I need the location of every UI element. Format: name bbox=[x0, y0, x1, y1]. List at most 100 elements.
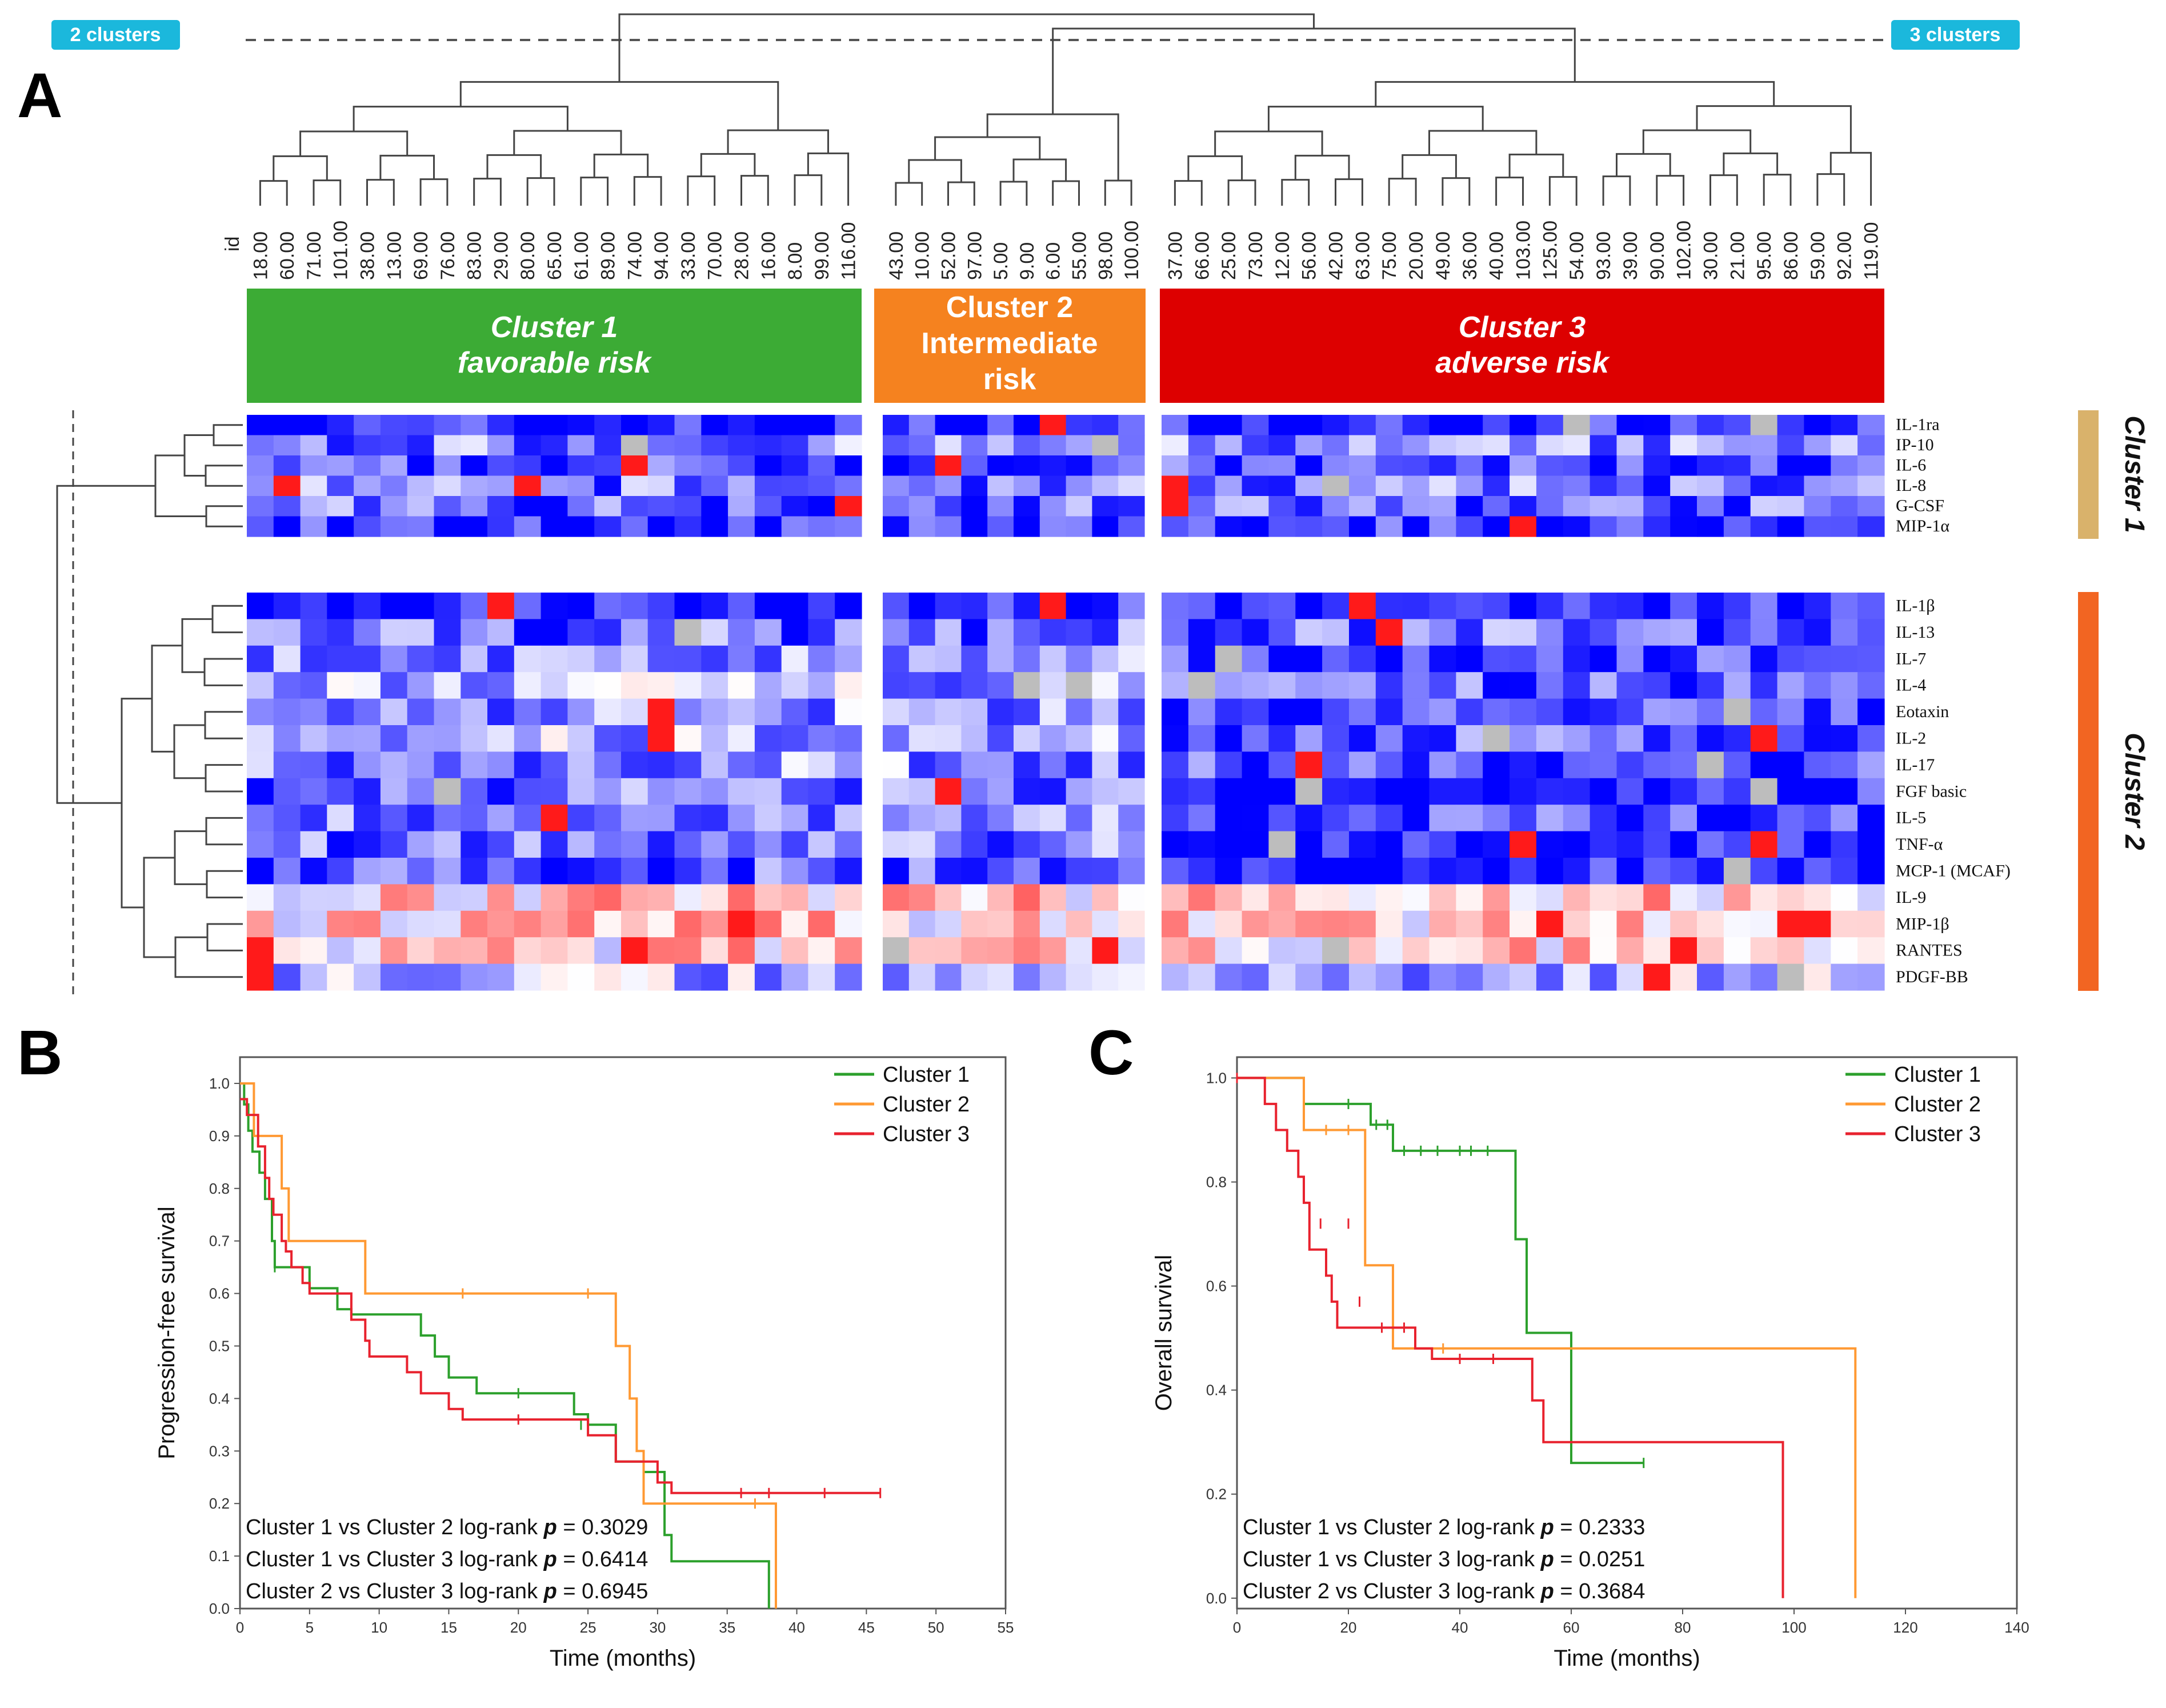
heatmap-cell bbox=[1456, 455, 1483, 477]
heatmap-cell bbox=[247, 698, 274, 726]
heatmap-cell bbox=[1670, 455, 1697, 477]
dendrogram-link bbox=[1174, 180, 1203, 206]
heatmap-cell bbox=[1616, 725, 1644, 752]
heatmap-cell bbox=[487, 858, 515, 885]
heatmap-cell bbox=[908, 645, 936, 673]
heatmap-cell bbox=[1536, 725, 1564, 752]
heatmap-cell bbox=[1118, 435, 1145, 456]
heatmap-cell bbox=[1039, 645, 1067, 673]
legend-label: Cluster 3 bbox=[1894, 1122, 1981, 1146]
heatmap-cell bbox=[1536, 593, 1564, 619]
heatmap-cell bbox=[1723, 516, 1751, 537]
heatmap-cell bbox=[728, 858, 755, 885]
heatmap-cell bbox=[1456, 496, 1483, 517]
heatmap-cell bbox=[1188, 910, 1216, 938]
heatmap-cell bbox=[1616, 778, 1644, 805]
heatmap-cell bbox=[1510, 496, 1537, 517]
heatmap-cell bbox=[380, 805, 408, 832]
dendrogram-link bbox=[618, 13, 1315, 82]
sample-id: 61.00 bbox=[571, 231, 592, 280]
heatmap-cell bbox=[883, 858, 910, 885]
heatmap-cell bbox=[1563, 475, 1591, 497]
heatmap-cell bbox=[1066, 455, 1092, 477]
heatmap-cell bbox=[701, 884, 728, 911]
heatmap-cell bbox=[1268, 884, 1296, 911]
heatmap-cell bbox=[1616, 619, 1644, 646]
heatmap-cell bbox=[1804, 672, 1831, 699]
heatmap-cell bbox=[1616, 963, 1644, 991]
heatmap-cell bbox=[1215, 516, 1243, 537]
heatmap-cell bbox=[247, 475, 274, 497]
heatmap-cell bbox=[1188, 435, 1216, 456]
heatmap-cell bbox=[273, 910, 301, 938]
heatmap-cell bbox=[935, 415, 962, 436]
heatmap-cell bbox=[487, 963, 515, 991]
heatmap-cell bbox=[781, 963, 809, 991]
heatmap-cell bbox=[1242, 593, 1270, 619]
heatmap-cell bbox=[273, 805, 301, 832]
heatmap-cell bbox=[1429, 619, 1456, 646]
heatmap-cell bbox=[701, 963, 728, 991]
heatmap-cell bbox=[594, 725, 622, 752]
heatmap-cell bbox=[701, 593, 728, 619]
heatmap-cell bbox=[1510, 910, 1537, 938]
heatmap-cell bbox=[407, 698, 435, 726]
heatmap-cell bbox=[1510, 751, 1537, 779]
p-value: = 0.0251 bbox=[1554, 1547, 1645, 1571]
heatmap-cell bbox=[1750, 963, 1778, 991]
heatmap-cell bbox=[1402, 858, 1430, 885]
heatmap-cell bbox=[1349, 858, 1376, 885]
heatmap-cell bbox=[1188, 884, 1216, 911]
heatmap-cell bbox=[754, 415, 782, 436]
heatmap-cell bbox=[1616, 831, 1644, 858]
heatmap-cell bbox=[781, 593, 809, 619]
heatmap-cell bbox=[883, 778, 910, 805]
heatmap-cell bbox=[647, 672, 675, 699]
heatmap-cell bbox=[728, 455, 755, 477]
heatmap-cell bbox=[1402, 937, 1430, 965]
heatmap-cell bbox=[808, 751, 835, 779]
heatmap-cell bbox=[1295, 672, 1323, 699]
heatmap-cell bbox=[1039, 496, 1067, 517]
x-tick-label: 5 bbox=[306, 1619, 314, 1636]
sample-id: 94.00 bbox=[651, 231, 672, 280]
heatmap-cell bbox=[883, 751, 910, 779]
heatmap-cell bbox=[300, 619, 327, 646]
heatmap-cell bbox=[487, 645, 515, 673]
heatmap-cell bbox=[1014, 593, 1040, 619]
heatmap-cell bbox=[354, 805, 381, 832]
heatmap-cell bbox=[1429, 516, 1456, 537]
heatmap-cell bbox=[908, 698, 936, 726]
sample-id: 116.00 bbox=[838, 222, 860, 280]
heatmap-cell bbox=[728, 831, 755, 858]
heatmap-cell bbox=[935, 475, 962, 497]
heatmap-cell bbox=[1643, 858, 1671, 885]
sample-id: 99.00 bbox=[811, 231, 833, 280]
heatmap-cell bbox=[327, 593, 354, 619]
heatmap-cell bbox=[835, 516, 862, 537]
heatmap-cell bbox=[1039, 910, 1067, 938]
dendrogram-link bbox=[794, 174, 823, 206]
heatmap-cell bbox=[380, 619, 408, 646]
sample-id: 74.00 bbox=[624, 231, 646, 280]
heatmap-cell bbox=[1215, 751, 1243, 779]
heatmap-cell bbox=[434, 937, 461, 965]
heatmap-cell bbox=[354, 455, 381, 477]
heatmap-cell bbox=[273, 725, 301, 752]
heatmap-cell bbox=[541, 698, 568, 726]
heatmap-cell bbox=[1375, 698, 1403, 726]
heatmap-cell bbox=[1670, 910, 1697, 938]
heatmap-cell bbox=[1643, 805, 1671, 832]
sample-id: 59.00 bbox=[1807, 231, 1829, 280]
heatmap-cell bbox=[908, 884, 936, 911]
row-label: IL-1ra bbox=[1896, 415, 1940, 434]
heatmap-cell bbox=[300, 645, 327, 673]
heatmap-cell bbox=[754, 858, 782, 885]
heatmap-cell bbox=[541, 884, 568, 911]
heatmap-cell bbox=[701, 496, 728, 517]
heatmap-cell bbox=[701, 831, 728, 858]
heatmap-cell bbox=[1014, 884, 1040, 911]
heatmap-cell bbox=[1215, 963, 1243, 991]
heatmap-cell bbox=[1723, 619, 1751, 646]
heatmap-cell bbox=[1750, 858, 1778, 885]
